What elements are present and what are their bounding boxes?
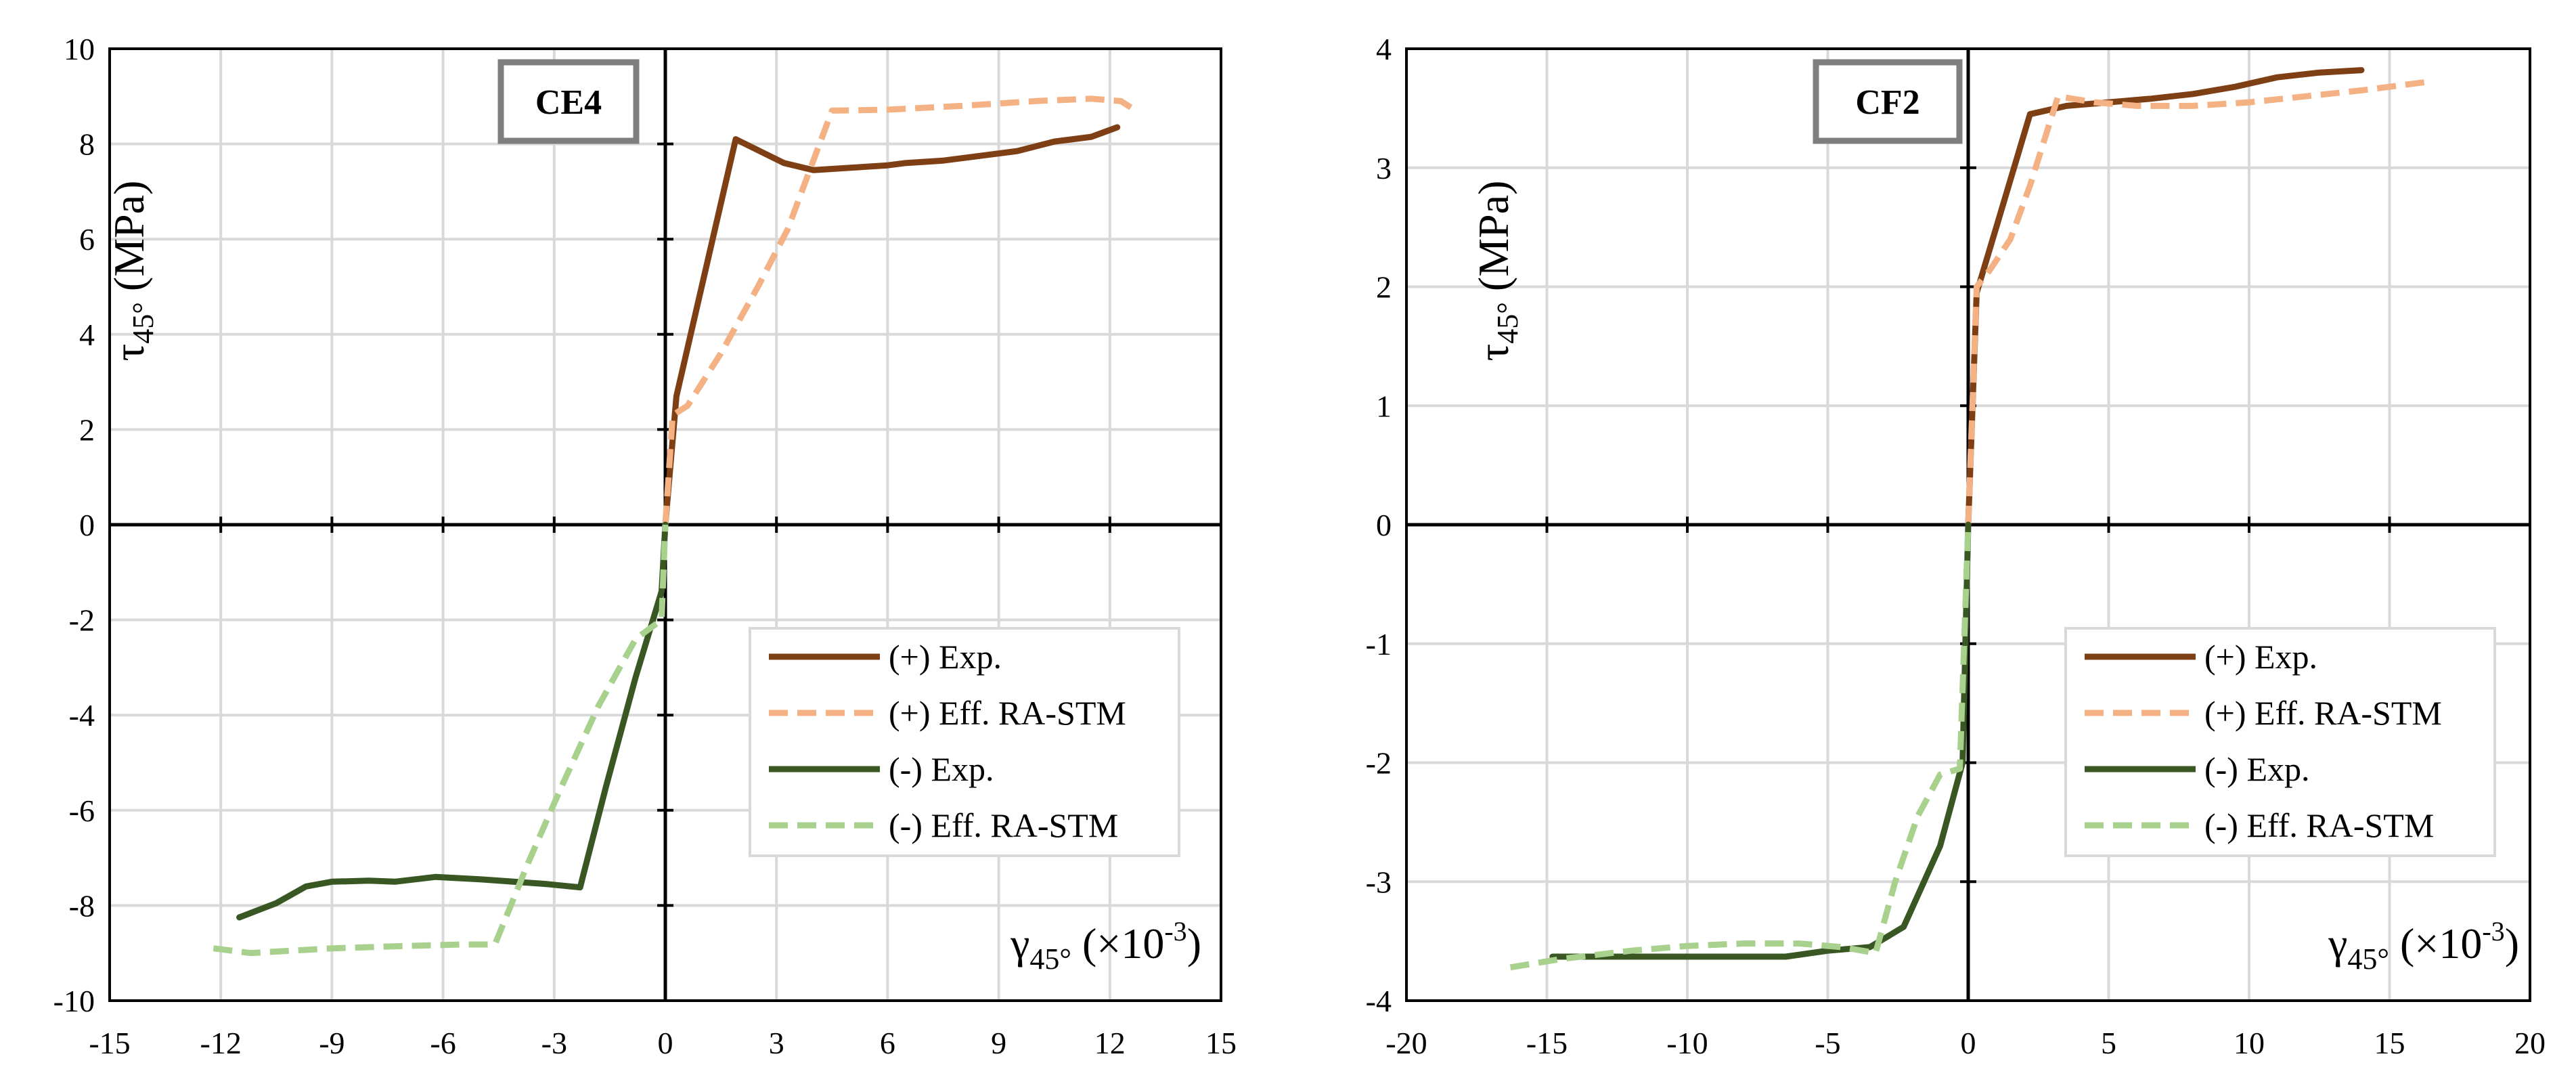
x-tick-label: -3 (541, 1026, 567, 1060)
x-axis-title-unit: (×10 (2389, 919, 2482, 967)
series-line-pos-stm (662, 95, 1134, 525)
x-tick-label: -15 (89, 1026, 130, 1060)
legend-label: (-) Eff. RA-STM (889, 806, 1118, 844)
y-tick-label: 1 (1376, 389, 1392, 423)
y-tick-label: -6 (69, 793, 95, 828)
x-tick-label: 15 (1205, 1026, 1237, 1060)
y-tick-label: 0 (1376, 508, 1392, 542)
y-tick-label: -2 (69, 603, 95, 638)
series-line-pos-exp (662, 124, 1121, 528)
x-tick-label: 9 (991, 1026, 1006, 1060)
x-tick-label: 20 (2514, 1026, 2546, 1060)
y-axis-title: τ45° (MPa) (105, 181, 160, 362)
series-line-neg-exp (236, 521, 669, 921)
x-tick-label: 15 (2374, 1026, 2405, 1060)
y-tick-label: 8 (79, 127, 95, 162)
x-tick-label: -10 (1666, 1026, 1708, 1060)
legend-label: (-) Eff. RA-STM (2204, 806, 2434, 844)
x-tick-label: -5 (1815, 1026, 1840, 1060)
chart-panel-ce4: -15 -12 -9 -6 -3 0 3 6 9 12 15 -10 -8 -6 -4 -2 0 2 4 6 8 10 CE… (53, 32, 1237, 1060)
chart-title: CF2 (1855, 83, 1919, 122)
y-tick-label: 2 (79, 412, 95, 447)
x-axis-title-unit: (×10 (1071, 919, 1164, 967)
x-tick-label: 10 (2234, 1026, 2265, 1060)
x-axis-title-symbol: γ (1010, 919, 1029, 967)
x-axis-title-superscript: -3 (2482, 916, 2504, 946)
x-axis-title-subscript: 45° (2347, 942, 2389, 976)
y-axis-title-subscript: 45° (127, 302, 160, 344)
x-tick-label: 0 (658, 1026, 673, 1060)
y-tick-label: 6 (79, 222, 95, 257)
y-tick-label: 10 (64, 32, 95, 66)
x-tick-label: -20 (1385, 1026, 1427, 1060)
series-line-pos-exp (1965, 67, 2365, 528)
legend-label: (+) Eff. RA-STM (889, 694, 1126, 732)
chart-title-box (1813, 59, 1963, 144)
y-tick-label: 4 (79, 318, 95, 352)
x-axis-title-superscript: -3 (1164, 916, 1186, 946)
y-tick-label: -10 (53, 984, 95, 1018)
x-tick-label: -12 (200, 1026, 242, 1060)
y-axis-title-symbol: τ (1469, 344, 1517, 362)
x-axis-title-subscript: 45° (1029, 942, 1071, 976)
series-line-neg-stm (1509, 524, 1972, 971)
y-tick-label: -3 (1366, 865, 1392, 899)
legend: (+) Exp. (+) Eff. RA-STM (-) Exp. (-) Eff. … (749, 627, 1180, 857)
legend-box (2064, 627, 2496, 857)
x-axis-title-close: ) (2505, 919, 2519, 967)
x-axis-title-symbol: γ (2328, 919, 2347, 967)
legend-label: (+) Eff. RA-STM (2204, 694, 2442, 732)
legend-box (749, 627, 1180, 857)
y-tick-label: -4 (1366, 984, 1392, 1018)
y-axis-title-symbol: τ (105, 344, 153, 362)
legend-label: (-) Exp. (889, 750, 994, 788)
x-tick-label: 0 (1961, 1026, 1976, 1060)
x-tick-label: 6 (880, 1026, 895, 1060)
y-axis-title: τ45° (MPa) (1469, 181, 1524, 362)
chart-panel-cf2: -20 -15 -10 -5 0 5 10 15 20-4-3-2-101234CF2τ45° … (1366, 32, 2546, 1060)
x-tick-label: 12 (1094, 1026, 1126, 1060)
y-tick-label: -8 (69, 888, 95, 923)
y-tick-label: 3 (1376, 151, 1392, 186)
legend-label: (-) Exp. (2204, 750, 2310, 788)
x-tick-label: -9 (319, 1026, 345, 1060)
y-tick-label: 2 (1376, 270, 1392, 305)
series-line-pos-stm (1965, 79, 2426, 525)
y-tick-label: -2 (1366, 746, 1392, 781)
y-tick-label: 4 (1376, 32, 1392, 66)
x-tick-label: 5 (2101, 1026, 2116, 1060)
x-axis-title: γ45° (×10-3) (2328, 916, 2519, 976)
series-line-neg-stm (213, 524, 669, 957)
y-axis-title-unit: (MPa) (105, 181, 153, 303)
series-line-neg-exp (1549, 521, 1972, 960)
chart-title-box (497, 59, 640, 144)
x-axis-title: γ45° (×10-3) (1010, 916, 1201, 976)
y-axis-title-unit: (MPa) (1469, 181, 1517, 303)
y-tick-label: -4 (69, 698, 95, 733)
legend: (+) Exp. (+) Eff. RA-STM (-) Exp. (-) Eff. … (2064, 627, 2496, 857)
legend-label: (+) Exp. (2204, 638, 2317, 676)
legend-label: (+) Exp. (889, 638, 1002, 676)
x-tick-label: 3 (769, 1026, 784, 1060)
chart-title: CE4 (535, 83, 602, 122)
y-axis-title-subscript: 45° (1491, 302, 1524, 344)
y-tick-label: -1 (1366, 627, 1392, 661)
x-tick-label: -6 (430, 1026, 456, 1060)
y-tick-label: 0 (79, 508, 95, 542)
x-axis-title-close: ) (1187, 919, 1201, 967)
x-tick-label: -15 (1526, 1026, 1568, 1060)
